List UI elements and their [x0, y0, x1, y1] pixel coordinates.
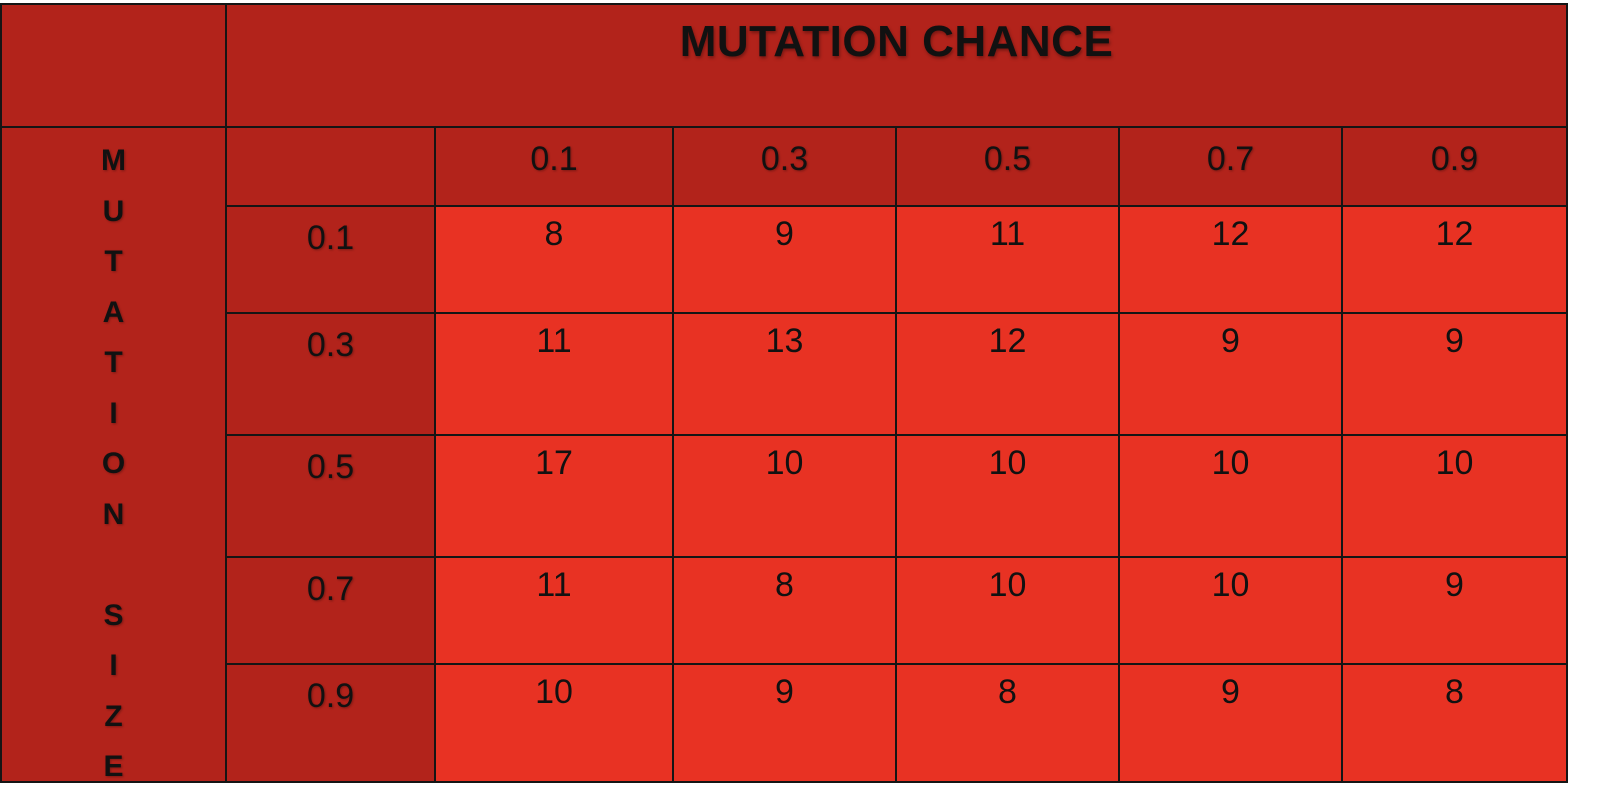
column-header: 0.3 — [672, 126, 897, 207]
value-cell: 11 — [895, 205, 1120, 314]
table-row: 0.1 8 9 11 12 12 — [1, 205, 1568, 314]
value-cell: 9 — [1118, 663, 1343, 783]
row-axis-letter: Z — [104, 699, 123, 733]
value-cell: 9 — [1341, 312, 1568, 436]
table-row: 0.7 11 8 10 10 9 — [1, 556, 1568, 665]
value-cell: 11 — [434, 556, 674, 665]
value-cell: 8 — [434, 205, 674, 314]
value-cell: 9 — [672, 663, 897, 783]
value-cell: 12 — [1118, 205, 1343, 314]
corner-cell — [0, 3, 227, 128]
value-cell: 9 — [1341, 556, 1568, 665]
row-axis-letter: O — [101, 447, 126, 480]
table-row: 0.9 10 9 8 9 8 — [1, 663, 1568, 783]
value-cell: 13 — [672, 312, 897, 436]
row-axis-letter — [109, 540, 117, 591]
value-cell: 10 — [672, 434, 897, 558]
row-axis-letter: T — [104, 346, 123, 379]
row-axis-letter: U — [102, 194, 125, 228]
row-axis-letter: I — [109, 396, 118, 430]
value-cell: 11 — [434, 312, 674, 436]
row-header: 0.1 — [225, 205, 436, 314]
value-cell: 12 — [895, 312, 1120, 436]
row-axis-letter: S — [103, 598, 124, 632]
row-header: 0.7 — [225, 556, 436, 665]
row-header: 0.9 — [225, 663, 436, 783]
value-cell: 10 — [895, 556, 1120, 665]
column-header: 0.7 — [1118, 126, 1343, 207]
table-row: 0.3 11 13 12 9 9 — [1, 312, 1568, 436]
row-axis-letter: T — [104, 245, 123, 278]
table-row: 0.5 17 10 10 10 10 — [1, 434, 1568, 558]
row-axis-letter: A — [102, 295, 125, 329]
column-header: 0.5 — [895, 126, 1120, 207]
value-cell: 8 — [895, 663, 1120, 783]
value-cell: 10 — [1118, 434, 1343, 558]
row-axis-letter: M — [101, 144, 126, 177]
row-axis-letter: N — [102, 497, 125, 531]
value-cell: 10 — [1118, 556, 1343, 665]
value-cell: 9 — [1118, 312, 1343, 436]
row-header: 0.3 — [225, 312, 436, 436]
column-header: 0.1 — [434, 126, 674, 207]
table-title: MUTATION CHANCE — [225, 3, 1568, 128]
row-axis-letter: E — [103, 750, 124, 783]
value-cell: 10 — [1341, 434, 1568, 558]
value-cell: 8 — [672, 556, 897, 665]
value-cell: 9 — [672, 205, 897, 314]
row-header: 0.5 — [225, 434, 436, 558]
value-cell: 10 — [895, 434, 1120, 558]
value-cell: 12 — [1341, 205, 1568, 314]
value-cell: 10 — [434, 663, 674, 783]
column-header: 0.9 — [1341, 126, 1568, 207]
row-axis-letter: I — [109, 649, 118, 682]
header-blank-cell — [225, 126, 436, 207]
value-cell: 8 — [1341, 663, 1568, 783]
value-cell: 17 — [434, 434, 674, 558]
